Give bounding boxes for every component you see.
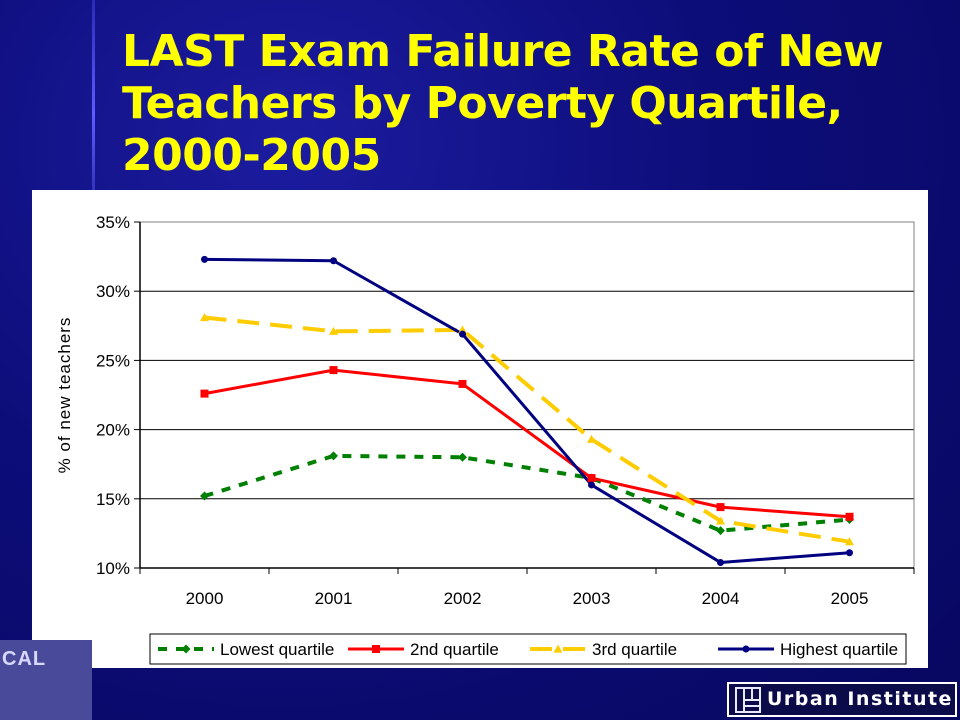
legend-entry-label: 3rd quartile	[592, 640, 677, 659]
legend-entry-label: Lowest quartile	[220, 640, 334, 659]
plot-area-border	[139, 221, 915, 569]
x-tick-label: 2002	[444, 589, 482, 608]
data-point	[716, 516, 725, 525]
cal-logo	[0, 640, 92, 720]
data-point	[458, 452, 467, 462]
urban-institute-text: Urban Institute	[767, 688, 953, 710]
x-tick-label: 2000	[186, 589, 224, 608]
x-tick-label: 2004	[702, 589, 740, 608]
data-point	[845, 537, 854, 546]
y-tick-label: 10%	[96, 559, 130, 578]
data-point	[200, 491, 209, 501]
x-tick-label: 2005	[831, 589, 869, 608]
data-point	[200, 389, 209, 398]
data-point	[588, 481, 595, 489]
data-point	[587, 474, 596, 483]
y-tick-label: 25%	[96, 351, 130, 370]
x-tick-label: 2001	[315, 589, 353, 608]
data-point	[329, 451, 338, 461]
y-tick-label: 35%	[96, 213, 130, 232]
series-lines	[203, 257, 850, 564]
legend-swatch-marker	[181, 644, 191, 654]
axes	[134, 221, 915, 574]
series-line-3	[204, 257, 850, 564]
series-line-0	[203, 453, 850, 533]
y-tick-label: 20%	[96, 421, 130, 440]
legend-swatch-marker	[553, 644, 563, 653]
y-axis-label: % of new teachers	[55, 317, 74, 474]
data-point	[329, 326, 338, 335]
legend-box	[149, 633, 907, 665]
data-point	[716, 526, 725, 536]
data-point	[330, 257, 337, 265]
legend-swatch-marker	[372, 645, 380, 653]
data-point	[716, 503, 725, 512]
data-point	[845, 512, 854, 521]
legend-entry-label: Highest quartile	[780, 640, 898, 659]
legend: Lowest quartile 2nd quartile 3rd quartile H…	[149, 633, 907, 665]
urban-institute-logo: Urban Institute	[727, 682, 957, 717]
chart-panel: 10% 15% 20% 25% 30% 35% 2000 2001 2002 2003 2004 20…	[32, 190, 928, 668]
y-tick-label: 30%	[96, 282, 130, 301]
series-markers	[200, 255, 854, 566]
line-chart: 10% 15% 20% 25% 30% 35% 2000 2001 2002 2003 2004 20…	[55, 213, 915, 665]
x-tick-label: 2003	[573, 589, 611, 608]
data-point	[717, 558, 724, 566]
series-line-2	[204, 315, 850, 544]
data-point	[459, 330, 466, 338]
series-line-1	[204, 368, 850, 519]
data-point	[200, 312, 209, 322]
data-point	[329, 366, 338, 375]
data-point	[458, 379, 467, 388]
y-tick-label: 15%	[96, 490, 130, 509]
gridlines	[140, 221, 914, 500]
slide-title: LAST Exam Failure Rate of New Teachers b…	[122, 26, 884, 181]
title-accent-line	[92, 0, 95, 190]
data-point	[587, 434, 596, 443]
tick-labels: 10% 15% 20% 25% 30% 35% 2000 2001 2002 2003 2004 20…	[96, 213, 868, 608]
cal-logo-text: CAL	[2, 648, 47, 670]
building-icon	[735, 687, 761, 713]
legend-swatch-marker	[742, 645, 750, 653]
legend-entry-label: 2nd quartile	[410, 640, 499, 659]
data-point	[201, 255, 208, 263]
data-point	[846, 549, 853, 557]
